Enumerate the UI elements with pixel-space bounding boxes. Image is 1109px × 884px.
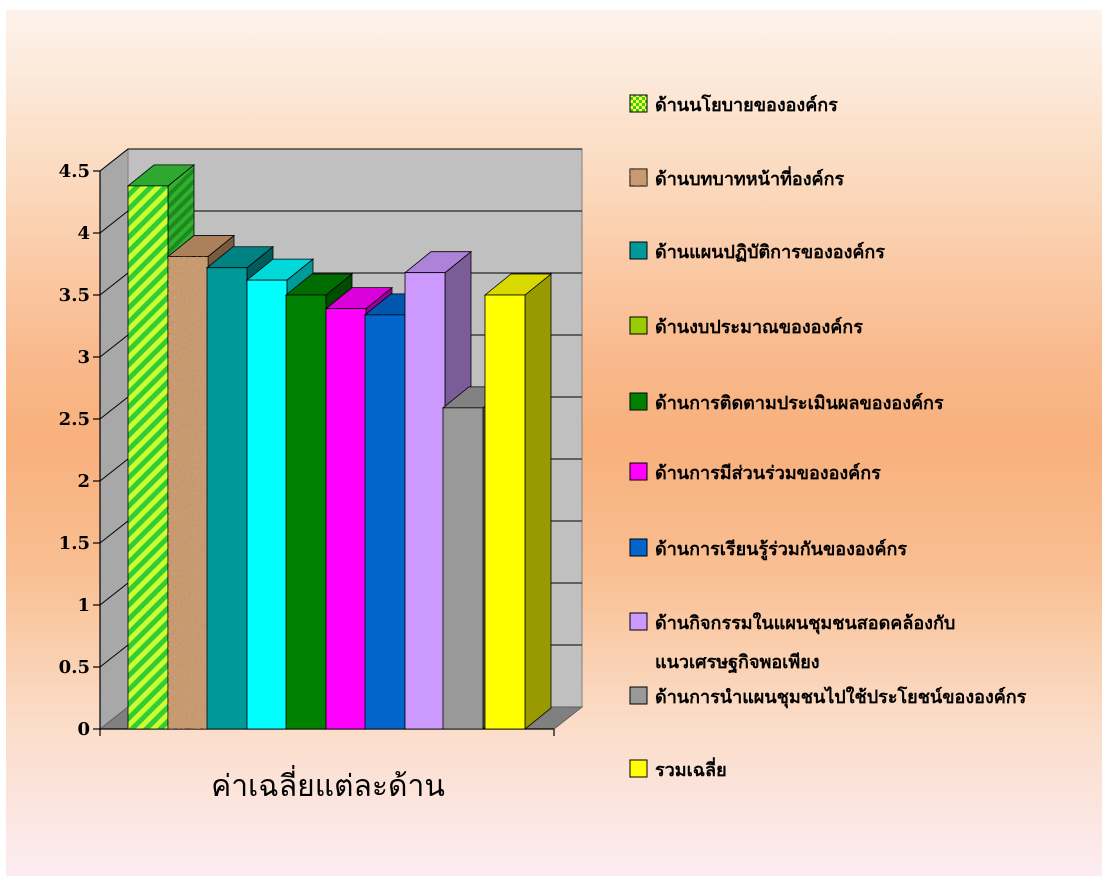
bar-front: [246, 279, 288, 730]
y-tick-label: 4: [77, 223, 90, 244]
bar-side: [524, 273, 552, 730]
bar-front: [404, 272, 446, 730]
legend-entry: ด้านการนำแผนชุมชนไปใช้ประโยชน์ขององค์กร: [629, 686, 1027, 709]
bar: [483, 273, 553, 730]
y-tick-label: 0: [77, 719, 90, 740]
legend-entry: ด้านการติดตามประเมินผลขององค์กร: [629, 392, 944, 414]
y-tick-label: 3.5: [59, 285, 90, 306]
legend-label: ด้านการนำแผนชุมชนไปใช้ประโยชน์ขององค์กร: [655, 686, 1027, 709]
legend-label: ด้านบทบาทหน้าที่องค์กร: [655, 166, 844, 190]
bar-front: [325, 308, 367, 730]
y-tick-label: 1.5: [59, 533, 90, 554]
legend-entry: ด้านแผนปฏิบัติการขององค์กร: [629, 241, 885, 263]
legend-swatch-texture: [630, 169, 647, 186]
legend-swatch: [629, 241, 648, 260]
chart-frame: 0 0.5 1 1.5 2 2.5 3 3.5 4 4.5 ค่าเฉลี่ยแต่ละด้าน …: [6, 10, 1102, 876]
legend-label-continued: แนวเศรษฐกิจพอเพียง: [655, 652, 820, 674]
bar-texture: [168, 256, 208, 729]
legend-entry: ด้านการเรียนรู้ร่วมกันขององค์กร: [629, 538, 907, 561]
gridline: [99, 148, 582, 172]
bar-front: [442, 407, 484, 730]
y-tick-label: 2: [77, 471, 90, 492]
legend-entry: ด้านการมีส่วนร่วมขององค์กร: [629, 462, 881, 484]
legend-swatch: [629, 94, 648, 113]
legend-entry: รวมเฉลี่ย: [629, 757, 727, 781]
legend-label: ด้านการติดตามประเมินผลขององค์กร: [655, 392, 944, 414]
bar-front: [285, 294, 327, 730]
legend-swatch: [629, 392, 648, 411]
legend-swatch: [629, 462, 648, 481]
x-axis-label: ค่าเฉลี่ยแต่ละด้าน: [211, 765, 445, 804]
bar-front: [484, 294, 526, 730]
legend-entry: ด้านบทบาทหน้าที่องค์กร: [629, 166, 844, 190]
legend-swatch: [629, 316, 648, 335]
legend-label: ด้านการเรียนรู้ร่วมกันขององค์กร: [655, 538, 907, 561]
bar-chart: 00.511.522.533.544.5 ค่าเฉลี่ยแต่ละด้าน …: [59, 94, 1027, 804]
legend-entry: ด้านนโยบายขององค์กร: [629, 94, 838, 116]
legend-label: รวมเฉลี่ย: [655, 757, 727, 781]
legend-swatch: [629, 686, 648, 705]
legend: ด้านนโยบายขององค์กรด้านบทบาทหน้าที่องค์ก…: [629, 94, 1027, 781]
legend-swatch: [629, 612, 648, 631]
legend-label: ด้านกิจกรรมในแผนชุมชนสอดคล้องกับ: [655, 612, 955, 635]
bar-front: [364, 314, 406, 730]
legend-swatch: [629, 538, 648, 557]
y-tick-label: 3: [77, 347, 90, 368]
legend-label: ด้านแผนปฏิบัติการขององค์กร: [655, 241, 885, 263]
y-tick-label: 1: [77, 595, 90, 616]
legend-swatch: [629, 759, 648, 778]
y-tick-label: 4.5: [59, 161, 90, 182]
legend-label: ด้านนโยบายขององค์กร: [655, 94, 838, 116]
legend-label: ด้านการมีส่วนร่วมขององค์กร: [655, 462, 881, 484]
side-wall: [99, 147, 129, 731]
bar-front: [127, 185, 169, 730]
legend-entry: ด้านกิจกรรมในแผนชุมชนสอดคล้องกับแนวเศรษฐ…: [629, 612, 955, 674]
bars: [126, 164, 553, 730]
legend-entry: ด้านงบประมาณขององค์กร: [629, 316, 863, 338]
legend-label: ด้านงบประมาณขององค์กร: [655, 316, 863, 338]
y-tick-label: 2.5: [59, 409, 90, 430]
y-tick-label: 0.5: [59, 657, 90, 678]
bar-front: [206, 267, 248, 730]
